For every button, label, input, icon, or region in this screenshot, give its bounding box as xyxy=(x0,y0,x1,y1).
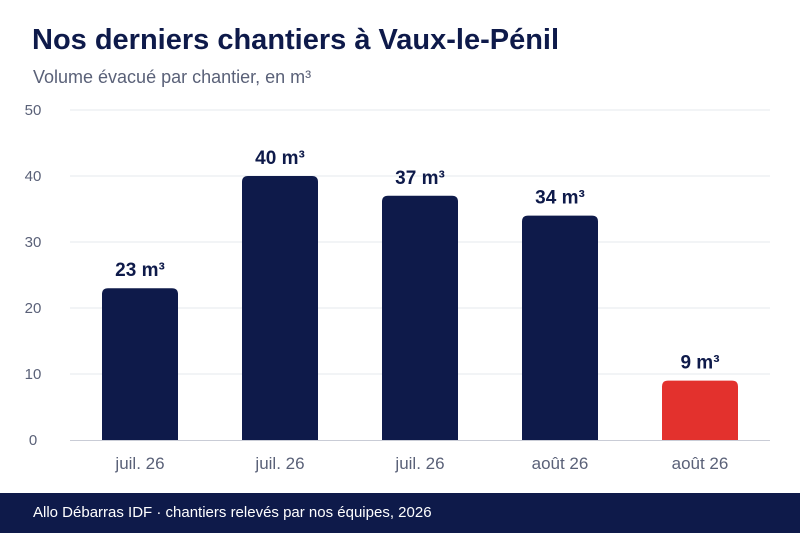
x-tick-label: juil. 26 xyxy=(394,454,444,473)
bar-data-label: 23 m³ xyxy=(115,260,165,281)
bar-data-label: 34 m³ xyxy=(535,188,585,209)
bar xyxy=(522,215,598,440)
footer-bar: Allo Débarras IDF · chantiers relevés pa… xyxy=(0,493,800,533)
bar-data-label: 37 m³ xyxy=(395,168,445,189)
y-tick-label: 0 xyxy=(29,432,37,449)
x-tick-label: juil. 26 xyxy=(114,454,164,473)
bar xyxy=(662,380,738,440)
y-tick-label: 20 xyxy=(25,300,42,317)
bar xyxy=(382,195,458,440)
footer-source-text: Allo Débarras IDF · chantiers relevés pa… xyxy=(33,504,432,521)
bar xyxy=(102,288,178,440)
y-tick-label: 40 xyxy=(25,168,42,185)
bar-chart: 0 10 20 30 40 50 23 m³ juil. 26 40 m³ juil. 26 37 … xyxy=(25,102,770,473)
bar-data-label: 40 m³ xyxy=(255,148,305,169)
bar-data-label: 9 m³ xyxy=(680,353,719,374)
bar xyxy=(242,176,318,440)
y-tick-label: 10 xyxy=(25,366,42,383)
x-tick-label: juil. 26 xyxy=(254,454,304,473)
y-tick-label: 50 xyxy=(25,102,42,119)
chart-title: Nos derniers chantiers à Vaux-le-Pénil xyxy=(32,24,560,56)
chart-subtitle: Volume évacué par chantier, en m³ xyxy=(33,67,312,87)
x-tick-label: août 26 xyxy=(672,454,729,473)
y-tick-label: 30 xyxy=(25,234,42,251)
x-tick-label: août 26 xyxy=(532,454,589,473)
